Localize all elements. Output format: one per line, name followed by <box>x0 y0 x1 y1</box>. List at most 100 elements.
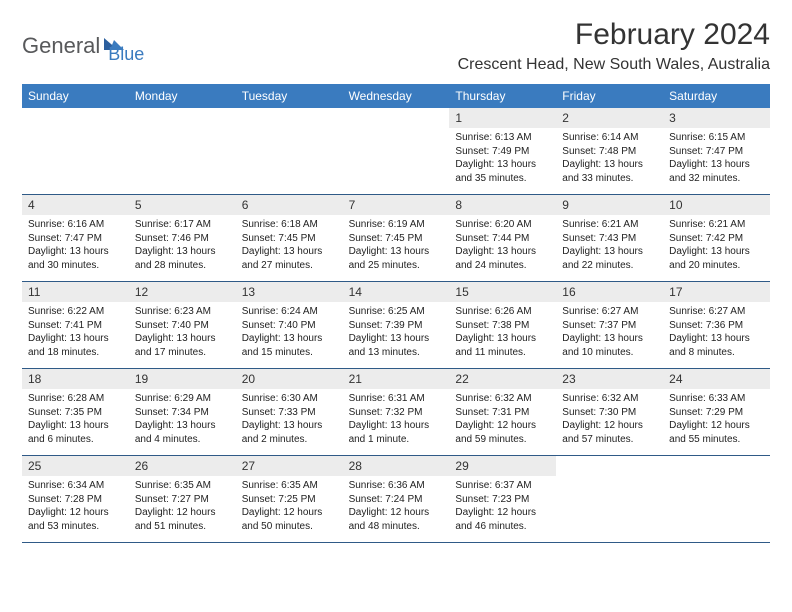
day-cell <box>236 108 343 194</box>
sunset-text: Sunset: 7:47 PM <box>669 145 764 159</box>
logo: General Blue <box>22 18 144 65</box>
day-cell: 12Sunrise: 6:23 AMSunset: 7:40 PMDayligh… <box>129 282 236 368</box>
daylight-text: Daylight: 13 hours and 6 minutes. <box>28 419 123 446</box>
day-details: Sunrise: 6:18 AMSunset: 7:45 PMDaylight:… <box>236 215 343 276</box>
day-number: 1 <box>449 108 556 128</box>
day-number <box>556 456 663 462</box>
day-number: 19 <box>129 369 236 389</box>
sunrise-text: Sunrise: 6:21 AM <box>562 218 657 232</box>
day-cell: 26Sunrise: 6:35 AMSunset: 7:27 PMDayligh… <box>129 456 236 542</box>
day-details: Sunrise: 6:27 AMSunset: 7:37 PMDaylight:… <box>556 302 663 363</box>
day-details: Sunrise: 6:26 AMSunset: 7:38 PMDaylight:… <box>449 302 556 363</box>
daylight-text: Daylight: 13 hours and 13 minutes. <box>349 332 444 359</box>
day-cell: 20Sunrise: 6:30 AMSunset: 7:33 PMDayligh… <box>236 369 343 455</box>
day-cell: 3Sunrise: 6:15 AMSunset: 7:47 PMDaylight… <box>663 108 770 194</box>
sunset-text: Sunset: 7:48 PM <box>562 145 657 159</box>
sunset-text: Sunset: 7:23 PM <box>455 493 550 507</box>
day-cell: 19Sunrise: 6:29 AMSunset: 7:34 PMDayligh… <box>129 369 236 455</box>
day-cell: 17Sunrise: 6:27 AMSunset: 7:36 PMDayligh… <box>663 282 770 368</box>
day-cell: 25Sunrise: 6:34 AMSunset: 7:28 PMDayligh… <box>22 456 129 542</box>
daylight-text: Daylight: 12 hours and 46 minutes. <box>455 506 550 533</box>
day-number: 11 <box>22 282 129 302</box>
day-number: 26 <box>129 456 236 476</box>
daylight-text: Daylight: 13 hours and 35 minutes. <box>455 158 550 185</box>
day-details: Sunrise: 6:27 AMSunset: 7:36 PMDaylight:… <box>663 302 770 363</box>
sunrise-text: Sunrise: 6:35 AM <box>242 479 337 493</box>
sunset-text: Sunset: 7:44 PM <box>455 232 550 246</box>
sunrise-text: Sunrise: 6:13 AM <box>455 131 550 145</box>
sunset-text: Sunset: 7:49 PM <box>455 145 550 159</box>
day-number: 24 <box>663 369 770 389</box>
calendar-page: General Blue February 2024 Crescent Head… <box>0 0 792 612</box>
day-number <box>343 108 450 114</box>
day-cell: 5Sunrise: 6:17 AMSunset: 7:46 PMDaylight… <box>129 195 236 281</box>
day-details: Sunrise: 6:21 AMSunset: 7:42 PMDaylight:… <box>663 215 770 276</box>
day-details: Sunrise: 6:37 AMSunset: 7:23 PMDaylight:… <box>449 476 556 537</box>
sunset-text: Sunset: 7:46 PM <box>135 232 230 246</box>
day-details: Sunrise: 6:22 AMSunset: 7:41 PMDaylight:… <box>22 302 129 363</box>
day-details: Sunrise: 6:17 AMSunset: 7:46 PMDaylight:… <box>129 215 236 276</box>
sunrise-text: Sunrise: 6:17 AM <box>135 218 230 232</box>
sunrise-text: Sunrise: 6:23 AM <box>135 305 230 319</box>
day-number: 15 <box>449 282 556 302</box>
week-row: 11Sunrise: 6:22 AMSunset: 7:41 PMDayligh… <box>22 282 770 369</box>
day-cell <box>663 456 770 542</box>
sunrise-text: Sunrise: 6:22 AM <box>28 305 123 319</box>
day-details: Sunrise: 6:32 AMSunset: 7:31 PMDaylight:… <box>449 389 556 450</box>
day-number: 4 <box>22 195 129 215</box>
daylight-text: Daylight: 13 hours and 28 minutes. <box>135 245 230 272</box>
day-cell: 11Sunrise: 6:22 AMSunset: 7:41 PMDayligh… <box>22 282 129 368</box>
day-cell: 1 Sunrise: 6:13 AMSunset: 7:49 PMDaylight… <box>449 108 556 194</box>
day-details: Sunrise: 6:16 AMSunset: 7:47 PMDaylight:… <box>22 215 129 276</box>
sunset-text: Sunset: 7:29 PM <box>669 406 764 420</box>
daylight-text: Daylight: 13 hours and 4 minutes. <box>135 419 230 446</box>
day-details: Sunrise: 6:23 AMSunset: 7:40 PMDaylight:… <box>129 302 236 363</box>
sunrise-text: Sunrise: 6:33 AM <box>669 392 764 406</box>
sunset-text: Sunset: 7:42 PM <box>669 232 764 246</box>
day-cell: 9Sunrise: 6:21 AMSunset: 7:43 PMDaylight… <box>556 195 663 281</box>
day-cell: 2Sunrise: 6:14 AMSunset: 7:48 PMDaylight… <box>556 108 663 194</box>
sunrise-text: Sunrise: 6:28 AM <box>28 392 123 406</box>
sunset-text: Sunset: 7:37 PM <box>562 319 657 333</box>
logo-text-general: General <box>22 33 100 59</box>
day-number: 17 <box>663 282 770 302</box>
day-cell <box>129 108 236 194</box>
weeks-container: 1Sunrise: 6:13 AMSunset: 7:49 PMDaylight… <box>22 108 770 543</box>
daylight-text: Daylight: 13 hours and 18 minutes. <box>28 332 123 359</box>
week-row: 4Sunrise: 6:16 AMSunset: 7:47 PMDaylight… <box>22 195 770 282</box>
sunset-text: Sunset: 7:45 PM <box>349 232 444 246</box>
sunrise-text: Sunrise: 6:25 AM <box>349 305 444 319</box>
day-cell: 22Sunrise: 6:32 AMSunset: 7:31 PMDayligh… <box>449 369 556 455</box>
sunset-text: Sunset: 7:34 PM <box>135 406 230 420</box>
week-row: 1Sunrise: 6:13 AMSunset: 7:49 PMDaylight… <box>22 108 770 195</box>
daylight-text: Daylight: 13 hours and 33 minutes. <box>562 158 657 185</box>
day-number: 2 <box>556 108 663 128</box>
day-cell: 21Sunrise: 6:31 AMSunset: 7:32 PMDayligh… <box>343 369 450 455</box>
daylight-text: Daylight: 12 hours and 57 minutes. <box>562 419 657 446</box>
daylight-text: Daylight: 12 hours and 48 minutes. <box>349 506 444 533</box>
sunset-text: Sunset: 7:25 PM <box>242 493 337 507</box>
day-number: 22 <box>449 369 556 389</box>
day-number: 16 <box>556 282 663 302</box>
day-details: Sunrise: 6:36 AMSunset: 7:24 PMDaylight:… <box>343 476 450 537</box>
sunset-text: Sunset: 7:35 PM <box>28 406 123 420</box>
sunrise-text: Sunrise: 6:34 AM <box>28 479 123 493</box>
sunset-text: Sunset: 7:39 PM <box>349 319 444 333</box>
sunset-text: Sunset: 7:43 PM <box>562 232 657 246</box>
dow-monday: Monday <box>129 84 236 108</box>
day-number <box>236 108 343 114</box>
week-row: 18Sunrise: 6:28 AMSunset: 7:35 PMDayligh… <box>22 369 770 456</box>
day-details: Sunrise: 6:31 AMSunset: 7:32 PMDaylight:… <box>343 389 450 450</box>
day-number: 9 <box>556 195 663 215</box>
sunset-text: Sunset: 7:40 PM <box>242 319 337 333</box>
day-number <box>22 108 129 114</box>
sunrise-text: Sunrise: 6:30 AM <box>242 392 337 406</box>
daylight-text: Daylight: 13 hours and 27 minutes. <box>242 245 337 272</box>
day-cell: 6Sunrise: 6:18 AMSunset: 7:45 PMDaylight… <box>236 195 343 281</box>
sunset-text: Sunset: 7:31 PM <box>455 406 550 420</box>
day-cell: 18Sunrise: 6:28 AMSunset: 7:35 PMDayligh… <box>22 369 129 455</box>
day-details: Sunrise: 6:21 AMSunset: 7:43 PMDaylight:… <box>556 215 663 276</box>
daylight-text: Daylight: 13 hours and 30 minutes. <box>28 245 123 272</box>
day-number: 21 <box>343 369 450 389</box>
daylight-text: Daylight: 13 hours and 22 minutes. <box>562 245 657 272</box>
